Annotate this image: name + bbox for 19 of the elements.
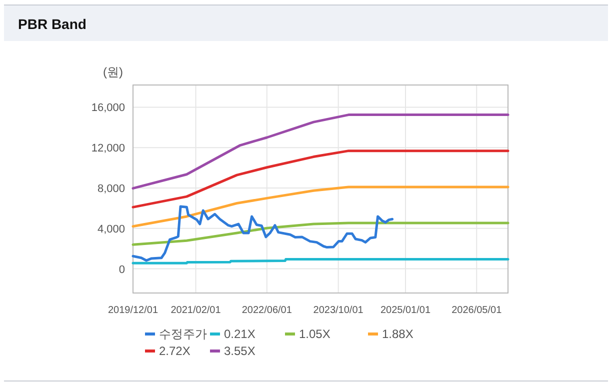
x-tick-label: 2021/02/01 bbox=[170, 305, 222, 316]
legend-label: 1.05X bbox=[299, 327, 330, 341]
x-tick-label: 2023/10/01 bbox=[313, 305, 364, 316]
legend-label: 0.21X bbox=[224, 327, 256, 341]
y-tick-label: 4,000 bbox=[97, 223, 125, 236]
y-tick-label: 0 bbox=[118, 264, 125, 276]
chart-title: PBR Band bbox=[18, 16, 86, 32]
y-tick-label: 12,000 bbox=[91, 142, 125, 155]
y-tick-label: 16,000 bbox=[91, 102, 125, 114]
x-tick-label: 2022/06/01 bbox=[242, 305, 292, 316]
x-tick-label: 2026/05/01 bbox=[452, 305, 502, 316]
x-tick-label: 2019/12/01 bbox=[108, 305, 158, 316]
x-tick-label: 2025/01/01 bbox=[380, 305, 431, 316]
legend-label: 1.88X bbox=[382, 327, 414, 341]
y-tick-label: 8,000 bbox=[97, 182, 125, 195]
legend-label: 2.72X bbox=[159, 344, 190, 358]
y-axis-title: (원) bbox=[103, 65, 123, 79]
legend-label: 수정주가 bbox=[159, 327, 207, 341]
legend-label: 3.55X bbox=[224, 344, 256, 358]
